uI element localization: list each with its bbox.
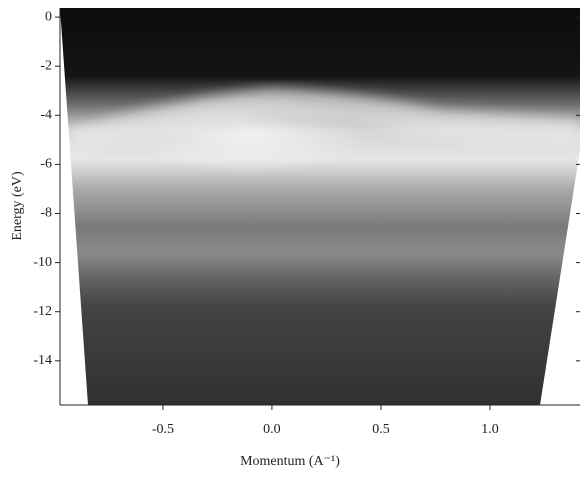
y-tick-label: -2 (40, 58, 52, 73)
axes (55, 8, 580, 410)
y-tick-label: -8 (40, 206, 52, 221)
x-tick-label: 1.0 (481, 422, 499, 437)
y-tick-label: -12 (33, 304, 52, 319)
intensity-map (60, 8, 580, 405)
y-axis-label: Energy (eV) (10, 171, 25, 241)
y-tick-label: -6 (40, 157, 52, 172)
x-tick-label: 0.5 (372, 422, 390, 437)
x-tick-label: 0.0 (263, 422, 281, 437)
y-tick-label: -14 (33, 353, 52, 368)
y-tick-label: -4 (40, 108, 52, 123)
y-tick-label: -10 (33, 255, 52, 270)
x-axis-label: Momentum (A⁻¹) (240, 454, 340, 469)
y-tick-label: 0 (45, 9, 52, 24)
x-tick-label: -0.5 (152, 422, 174, 437)
